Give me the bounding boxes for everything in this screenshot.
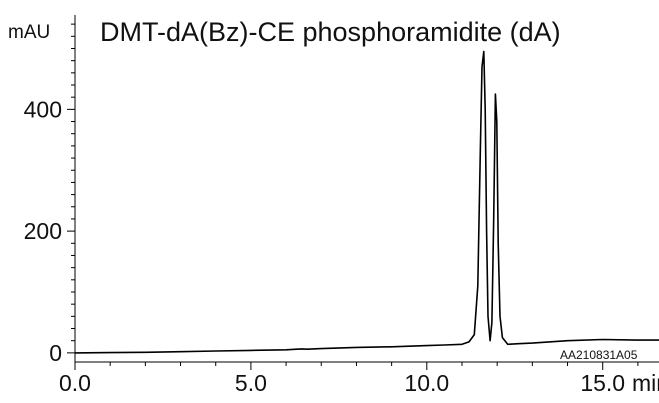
- x-tick-label: 15.0: [580, 370, 625, 396]
- chart-title: DMT-dA(Bz)-CE phosphoramidite (dA): [100, 17, 561, 47]
- axes: 0 200 400 0.0 5.0 10.0 15.0: [24, 15, 659, 396]
- x-axis-unit-label: min: [632, 370, 659, 396]
- x-tick-label: 5.0: [235, 370, 267, 396]
- y-tick-label: 400: [24, 96, 62, 122]
- x-tick-label: 0.0: [59, 370, 91, 396]
- chromatogram-trace: [74, 50, 659, 354]
- x-tick-label: 10.0: [404, 370, 449, 396]
- chart-marks: [74, 50, 659, 354]
- y-tick-label: 200: [24, 218, 62, 244]
- data-file-id: AA210831A05: [560, 348, 638, 362]
- y-axis-unit-label: mAU: [8, 22, 50, 43]
- y-tick-label: 0: [49, 340, 62, 366]
